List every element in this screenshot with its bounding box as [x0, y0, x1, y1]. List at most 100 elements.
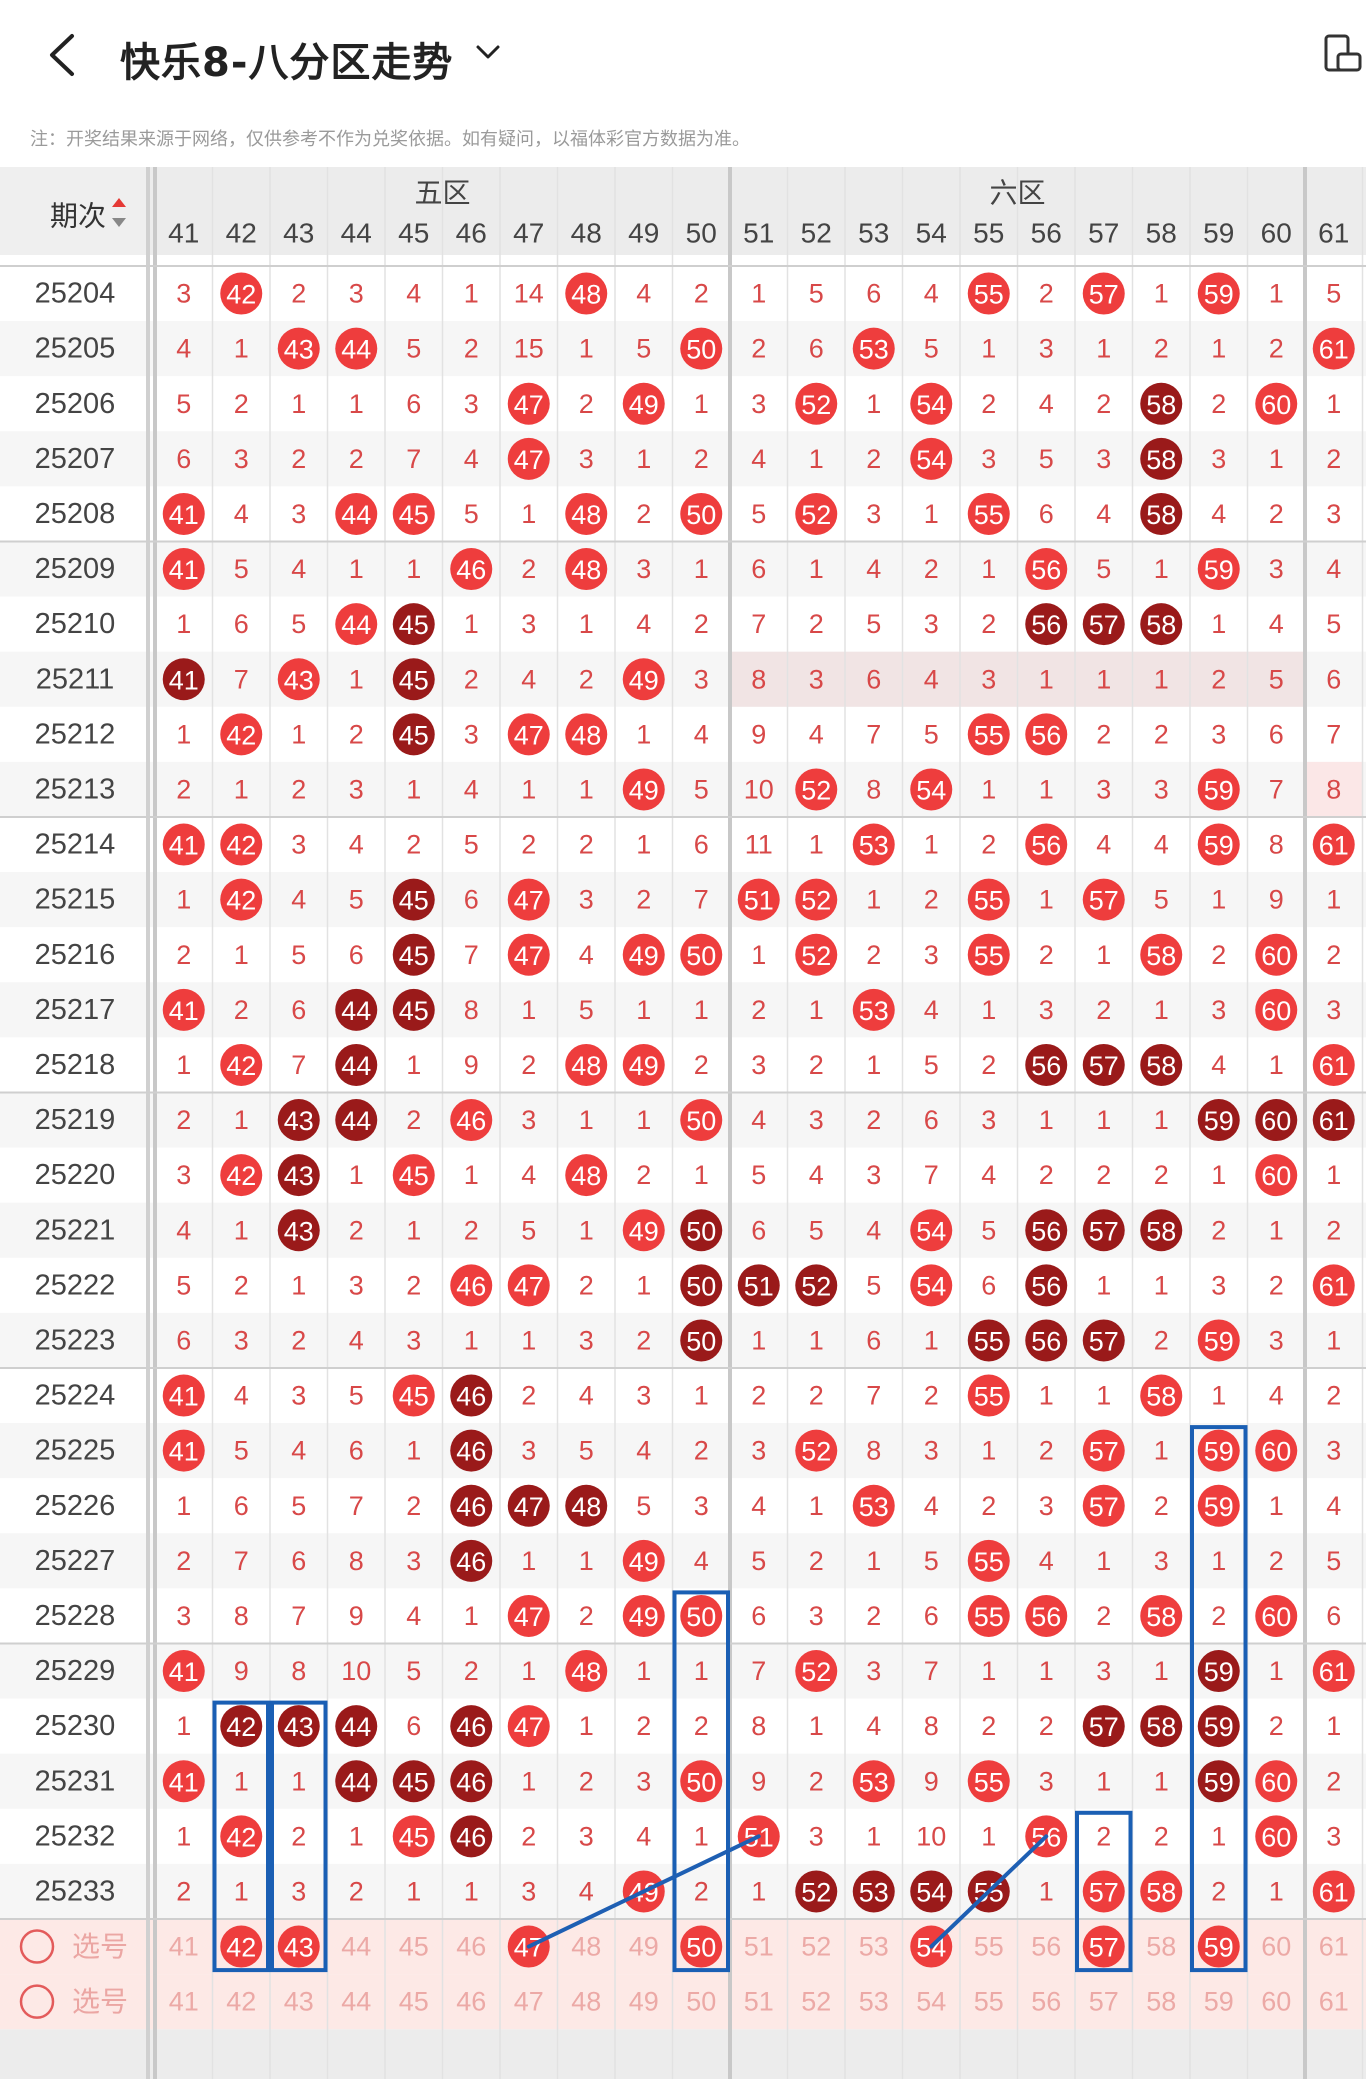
select-number[interactable]: 45 — [399, 1987, 429, 2017]
miss-count: 1 — [1211, 609, 1226, 639]
drawn-ball — [1197, 1760, 1240, 1803]
miss-count: 2 — [636, 1160, 651, 1190]
miss-count: 6 — [176, 1325, 191, 1355]
select-number[interactable]: 52 — [801, 1987, 831, 2017]
miss-count: 2 — [809, 609, 824, 639]
drawn-ball — [450, 1484, 493, 1527]
select-number[interactable]: 61 — [1319, 1932, 1349, 1962]
select-number[interactable]: 51 — [744, 1932, 774, 1962]
select-number[interactable]: 60 — [1261, 1932, 1291, 1962]
picked-ball[interactable] — [1197, 1925, 1240, 1968]
miss-count: 1 — [176, 1491, 191, 1521]
miss-count: 1 — [521, 1546, 536, 1576]
select-number[interactable]: 61 — [1319, 1987, 1349, 2017]
picked-ball-number[interactable]: 59 — [1204, 1933, 1234, 1963]
picked-ball-number[interactable]: 57 — [1089, 1933, 1119, 1963]
picked-ball[interactable] — [220, 1925, 263, 1968]
ball-number: 46 — [456, 555, 486, 585]
chevron-down-icon[interactable] — [474, 38, 502, 66]
select-number[interactable]: 48 — [571, 1987, 601, 2017]
drawn-ball — [1140, 1594, 1183, 1637]
miss-count: 4 — [694, 719, 709, 749]
select-number[interactable]: 60 — [1261, 1987, 1291, 2017]
sort-down-icon[interactable] — [112, 218, 126, 227]
ball-number: 42 — [226, 1822, 256, 1852]
period-cell: 25219 — [35, 1104, 116, 1136]
miss-count: 2 — [866, 1601, 881, 1631]
miss-count: 2 — [981, 1491, 996, 1521]
select-number[interactable]: 45 — [399, 1932, 429, 1962]
select-number[interactable]: 55 — [974, 1987, 1004, 2017]
picked-ball-number[interactable]: 43 — [284, 1933, 314, 1963]
picked-ball[interactable] — [1082, 1925, 1125, 1968]
miss-count: 4 — [1096, 830, 1111, 860]
select-number[interactable]: 46 — [456, 1987, 486, 2017]
picked-ball-number[interactable]: 42 — [226, 1933, 256, 1963]
back-arrow-icon[interactable] — [44, 32, 84, 78]
miss-count: 2 — [1269, 1270, 1284, 1300]
select-radio-icon[interactable] — [19, 1984, 55, 2019]
select-number[interactable]: 59 — [1204, 1987, 1234, 2017]
miss-count: 5 — [1326, 609, 1341, 639]
select-number[interactable]: 55 — [974, 1932, 1004, 1962]
drawn-ball — [622, 1539, 665, 1582]
select-number[interactable]: 53 — [859, 1987, 889, 2017]
drawn-ball — [565, 492, 608, 535]
period-header-label[interactable]: 期次 — [50, 201, 106, 232]
miss-count: 1 — [291, 1270, 306, 1300]
select-number[interactable]: 47 — [514, 1987, 544, 2017]
select-number[interactable]: 50 — [686, 1987, 716, 2017]
select-radio-icon[interactable] — [19, 1929, 55, 1964]
miss-count: 2 — [981, 1711, 996, 1741]
select-number[interactable]: 42 — [226, 1987, 256, 2017]
ball-number: 57 — [1089, 610, 1119, 640]
select-number[interactable]: 53 — [859, 1932, 889, 1962]
sort-up-icon[interactable] — [112, 198, 126, 207]
miss-count: 2 — [809, 1766, 824, 1796]
drawn-ball — [335, 327, 378, 370]
period-header-cell[interactable] — [0, 167, 148, 255]
select-number[interactable]: 52 — [801, 1932, 831, 1962]
select-number[interactable]: 49 — [629, 1987, 659, 2017]
select-number[interactable]: 56 — [1031, 1932, 1061, 1962]
select-number[interactable]: 51 — [744, 1987, 774, 2017]
drawn-ball — [220, 1043, 263, 1086]
column-header-53: 53 — [858, 218, 889, 249]
select-number[interactable]: 56 — [1031, 1987, 1061, 2017]
select-number[interactable]: 46 — [456, 1932, 486, 1962]
select-row-label[interactable]: 选号 — [72, 1931, 128, 1962]
select-number[interactable]: 41 — [169, 1932, 199, 1962]
ball-number: 61 — [1319, 1106, 1349, 1136]
picked-ball[interactable] — [277, 1925, 320, 1968]
drawn-ball — [277, 1705, 320, 1748]
miss-count: 9 — [751, 719, 766, 749]
select-number[interactable]: 54 — [916, 1987, 946, 2017]
select-row[interactable]: 选号 41 42 43 44 45 46 47 48 49 50 51 52 53 54 55 56 57 58 59… — [19, 1925, 1349, 1968]
ball-number: 42 — [226, 280, 256, 310]
select-number[interactable]: 58 — [1146, 1932, 1176, 1962]
drawn-ball — [967, 1319, 1010, 1362]
miss-count: 1 — [1269, 1491, 1284, 1521]
page-title[interactable]: 快乐8-八分区走势 — [120, 40, 454, 86]
column-header-43: 43 — [283, 218, 314, 249]
period-cell: 25208 — [35, 498, 116, 530]
select-number[interactable]: 41 — [169, 1987, 199, 2017]
device-rotate-icon[interactable] — [1324, 34, 1364, 74]
select-number[interactable]: 44 — [341, 1932, 371, 1962]
select-row-label[interactable]: 选号 — [72, 1986, 128, 2017]
miss-count: 5 — [234, 1436, 249, 1466]
select-number[interactable]: 44 — [341, 1987, 371, 2017]
select-number[interactable]: 58 — [1146, 1987, 1176, 2017]
drawn-ball — [507, 437, 550, 480]
drawn-ball — [565, 1650, 608, 1693]
select-number[interactable]: 48 — [571, 1932, 601, 1962]
miss-count: 7 — [234, 1546, 249, 1576]
miss-count: 4 — [406, 1601, 421, 1631]
picked-ball-number[interactable]: 50 — [686, 1933, 716, 1963]
select-number[interactable]: 49 — [629, 1932, 659, 1962]
picked-ball[interactable] — [680, 1925, 723, 1968]
select-row[interactable]: 选号 41 42 43 44 45 46 47 48 49 50 51 52 53 54 55 56 57 58 59… — [19, 1984, 1349, 2019]
select-number[interactable]: 43 — [284, 1987, 314, 2017]
select-number[interactable]: 57 — [1089, 1987, 1119, 2017]
miss-count: 1 — [1096, 1270, 1111, 1300]
